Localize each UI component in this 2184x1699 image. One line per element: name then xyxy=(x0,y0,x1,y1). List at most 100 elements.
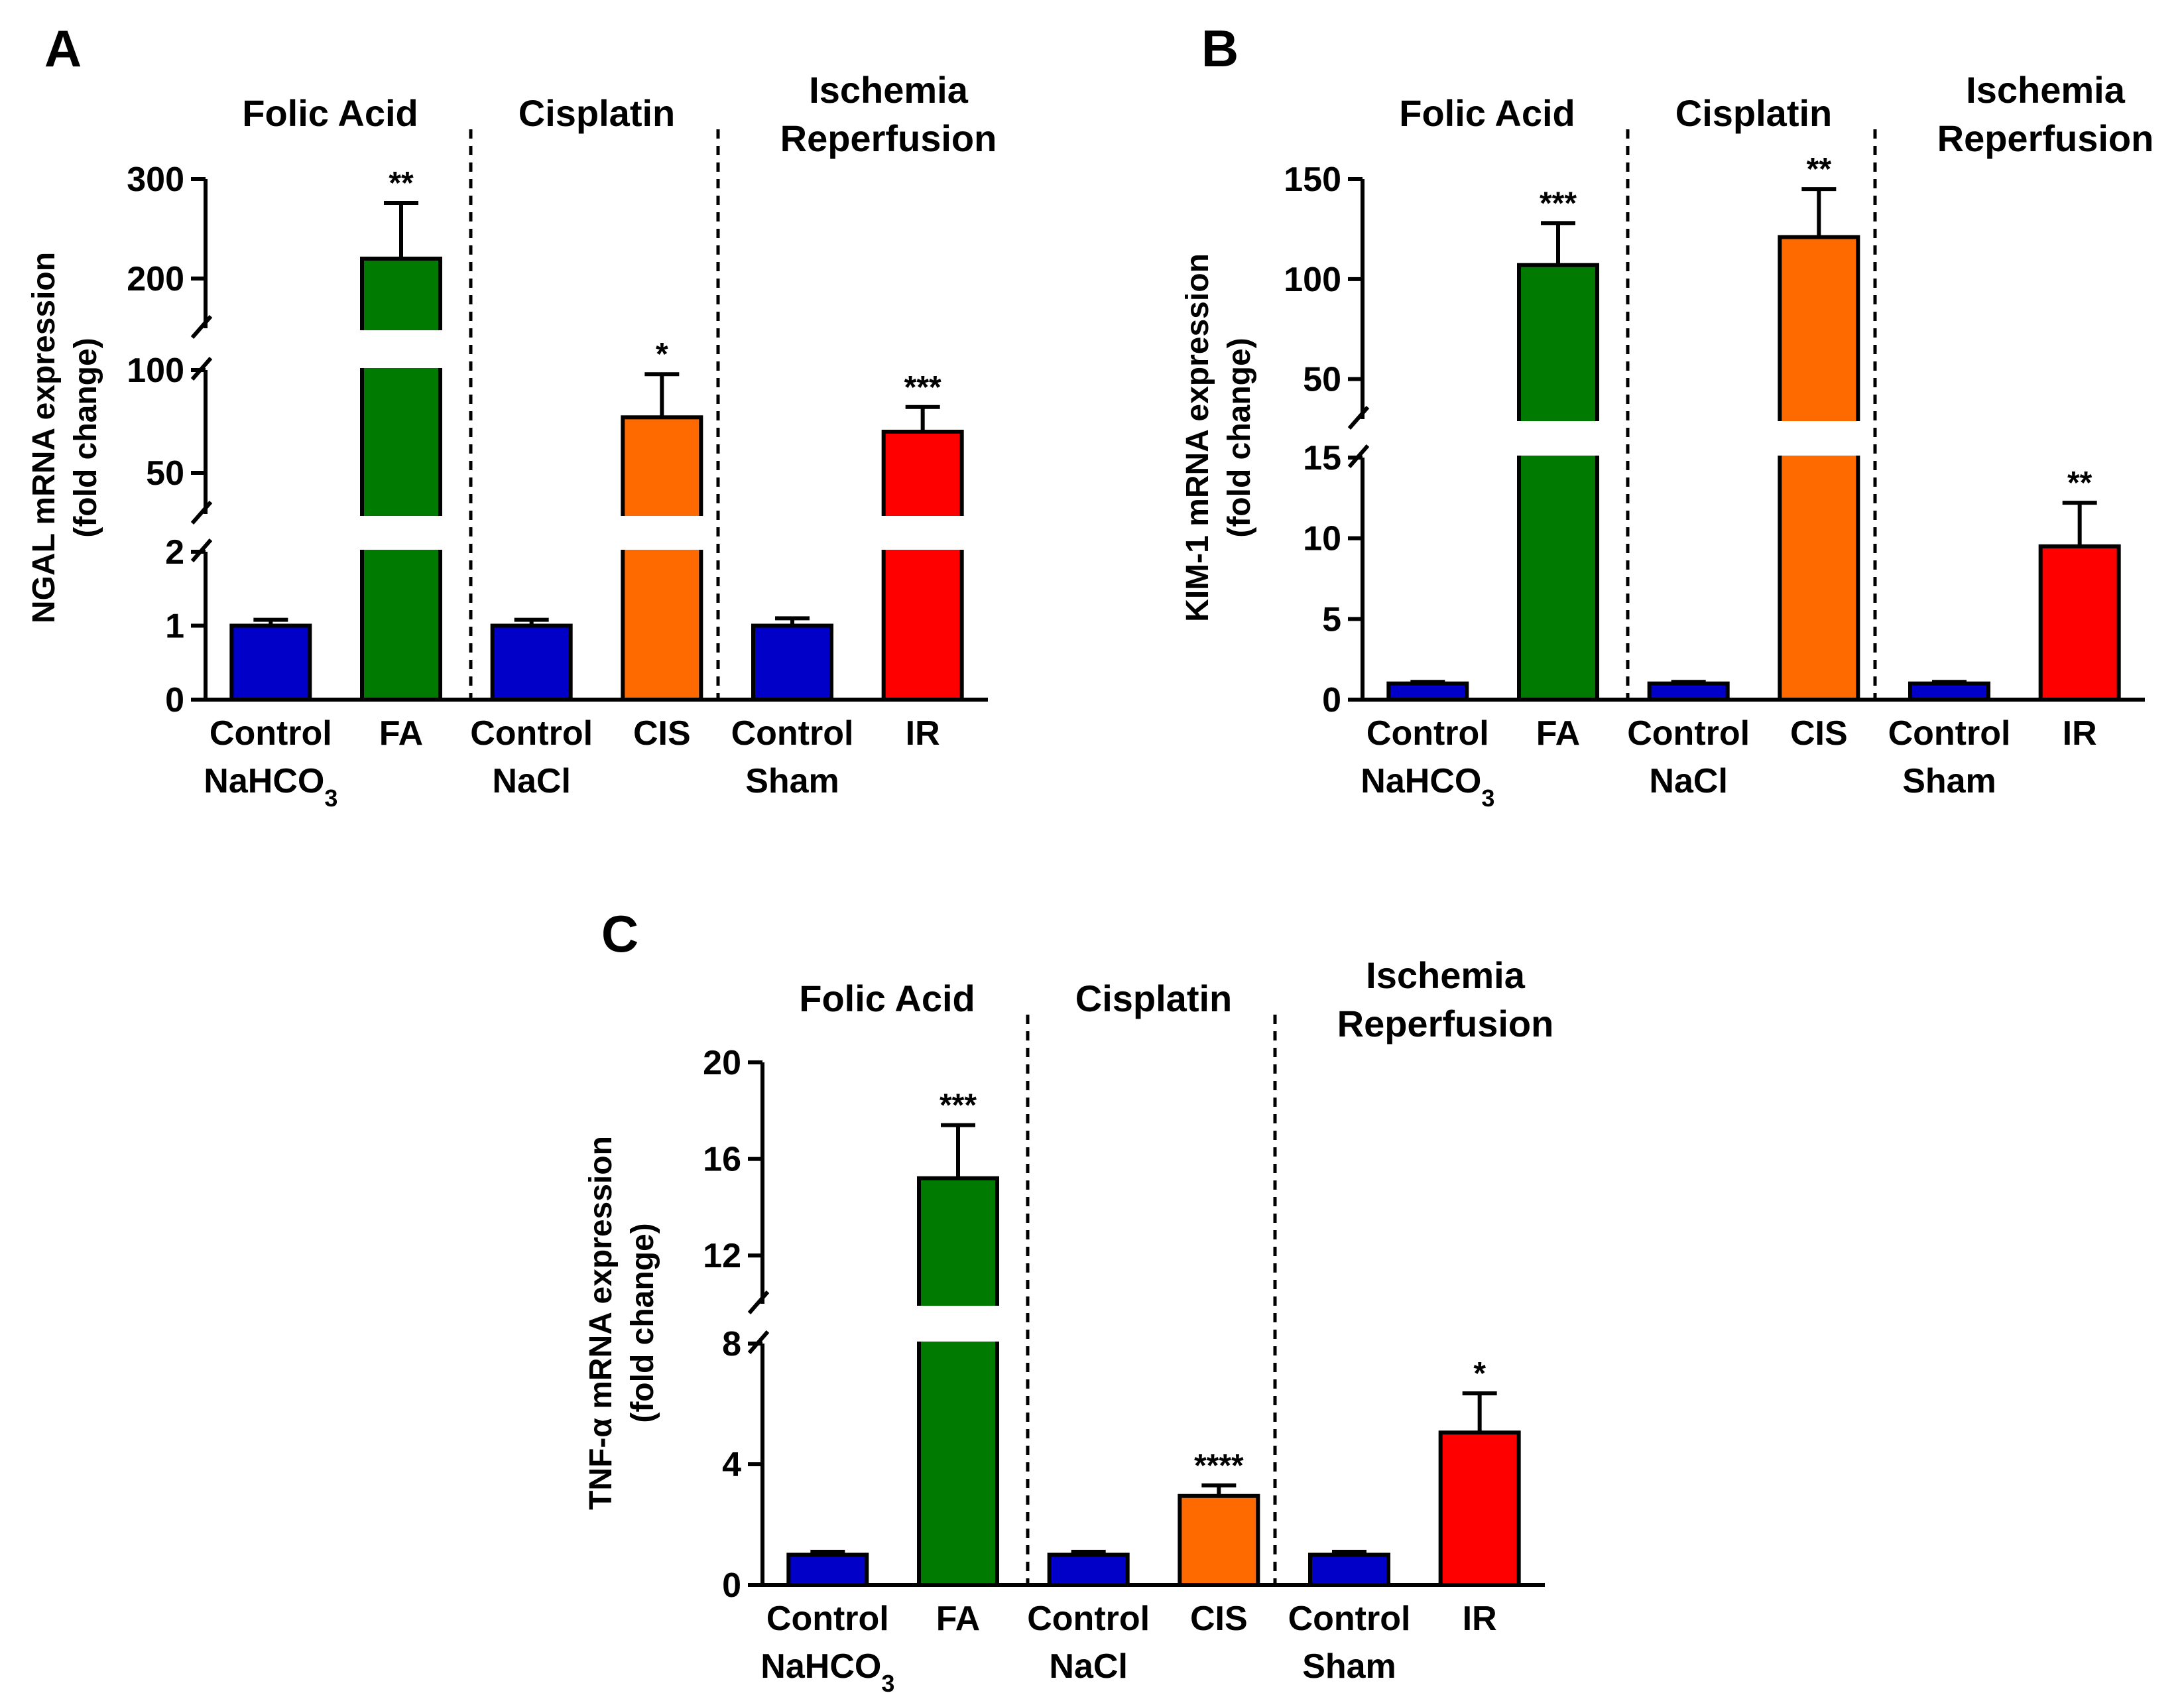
significance-marker: * xyxy=(1473,1356,1486,1391)
y-tick-label: 0 xyxy=(1322,681,1341,720)
bar-break-gap xyxy=(1776,421,1862,456)
category-label: IR xyxy=(2063,714,2097,753)
panel-letter: B xyxy=(1201,19,1239,78)
group-label: Ischemia xyxy=(1366,954,1526,996)
y-axis-label-unit: (fold change) xyxy=(68,338,103,537)
bar xyxy=(786,1552,869,1587)
bar-break-gap xyxy=(619,516,705,550)
category-label-sub: NaCl xyxy=(1049,1647,1127,1686)
category-label-sub: NaHCO3 xyxy=(1361,762,1494,812)
group-label: Reperfusion xyxy=(780,117,997,159)
bar xyxy=(1047,1552,1130,1587)
axis-break-mark xyxy=(747,1290,770,1314)
group-label: Cisplatin xyxy=(518,92,675,134)
category-label-sub: Sham xyxy=(745,762,839,800)
category-label: FA xyxy=(936,1600,980,1638)
bar-break-gap xyxy=(359,330,444,368)
category-label-sub: NaCl xyxy=(1649,762,1727,800)
category-label: Control xyxy=(1027,1600,1150,1638)
y-axis-label-unit: (fold change) xyxy=(625,1223,660,1422)
bar xyxy=(1647,681,1730,702)
bar xyxy=(1778,235,1860,702)
panel-letter: A xyxy=(44,19,82,78)
y-tick-label: 100 xyxy=(1284,261,1341,299)
axis-break-mark xyxy=(190,501,213,525)
group-label: Ischemia xyxy=(1966,69,2126,111)
bar-break-gap xyxy=(916,1306,1001,1342)
category-label-sub: NaHCO3 xyxy=(760,1647,894,1697)
panel-c: C TNF-α mRNA expression (fold change) 0 4 8 12… xyxy=(583,905,1553,1697)
category-label: IR xyxy=(1463,1600,1497,1638)
category-label: CIS xyxy=(1190,1600,1248,1638)
subscript: 3 xyxy=(324,785,337,812)
axis-break-mark xyxy=(190,538,213,562)
y-axis-label: KIM-1 mRNA expression xyxy=(1180,253,1215,622)
bar xyxy=(1438,1430,1521,1588)
y-axis-label-unit: (fold change) xyxy=(1222,338,1257,537)
category-label: CIS xyxy=(1790,714,1848,753)
significance-marker: *** xyxy=(1540,186,1577,221)
group-label: Reperfusion xyxy=(1937,117,2154,159)
category-label: Control xyxy=(1888,714,2011,753)
group-label: Ischemia xyxy=(809,69,969,111)
panel-letter: C xyxy=(601,905,638,963)
y-tick-label: 50 xyxy=(146,454,184,493)
group-label: Reperfusion xyxy=(1337,1003,1554,1044)
bar xyxy=(621,415,703,702)
significance-marker: * xyxy=(656,337,668,372)
category-label: Control xyxy=(470,714,593,753)
y-tick-label: 15 xyxy=(1303,439,1341,477)
bar xyxy=(881,430,964,702)
bar xyxy=(360,257,442,702)
axis-break-mark xyxy=(1347,406,1370,430)
bar xyxy=(1517,263,1599,702)
axis-break-mark xyxy=(1347,444,1370,468)
y-tick-label: 50 xyxy=(1303,361,1341,399)
bar xyxy=(490,623,573,702)
y-tick-label: 2 xyxy=(165,533,184,572)
bar-break-gap xyxy=(359,516,444,550)
category-label: CIS xyxy=(633,714,691,753)
bar-break-gap xyxy=(880,516,965,550)
bar-break-gap xyxy=(1516,421,1601,456)
group-label: Folic Acid xyxy=(1399,92,1575,134)
bar xyxy=(1908,681,1990,702)
significance-marker: ** xyxy=(2067,466,2093,501)
bar xyxy=(1308,1552,1390,1587)
y-tick-label: 100 xyxy=(127,351,184,390)
y-tick-label: 0 xyxy=(722,1566,741,1605)
category-label-sub: NaHCO3 xyxy=(204,762,337,812)
category-label: Control xyxy=(766,1600,889,1638)
bar xyxy=(229,623,312,702)
category-label-sub: Sham xyxy=(1902,762,1996,800)
significance-marker: ** xyxy=(1807,152,1832,187)
category-label-sub: NaCl xyxy=(492,762,570,800)
y-tick-label: 20 xyxy=(703,1044,741,1082)
y-tick-label: 12 xyxy=(703,1237,741,1275)
category-label: Control xyxy=(210,714,332,753)
y-axis-label: TNF-α mRNA expression xyxy=(583,1136,619,1510)
bar xyxy=(1386,681,1469,702)
y-tick-label: 300 xyxy=(127,160,184,199)
y-tick-label: 200 xyxy=(127,260,184,298)
y-tick-label: 150 xyxy=(1284,160,1341,199)
y-tick-label: 4 xyxy=(722,1446,741,1484)
y-tick-label: 1 xyxy=(165,607,184,646)
group-label: Cisplatin xyxy=(1075,977,1232,1019)
category-label: Control xyxy=(1288,1600,1411,1638)
bar xyxy=(2038,544,2121,702)
panel-a: A NGAL mRNA expression (fold change) 0 1 2 50 1… xyxy=(27,19,997,812)
axis-break-mark xyxy=(747,1330,770,1354)
category-label: Control xyxy=(1366,714,1489,753)
y-tick-label: 8 xyxy=(722,1325,741,1363)
subscript: 3 xyxy=(881,1670,894,1697)
axis-break-mark xyxy=(190,357,213,381)
category-label: Control xyxy=(1627,714,1750,753)
y-axis-label: NGAL mRNA expression xyxy=(27,252,62,623)
y-tick-label: 0 xyxy=(165,681,184,720)
group-label: Cisplatin xyxy=(1675,92,1832,134)
group-label: Folic Acid xyxy=(799,977,975,1019)
bar xyxy=(917,1176,999,1587)
category-label: IR xyxy=(906,714,940,753)
